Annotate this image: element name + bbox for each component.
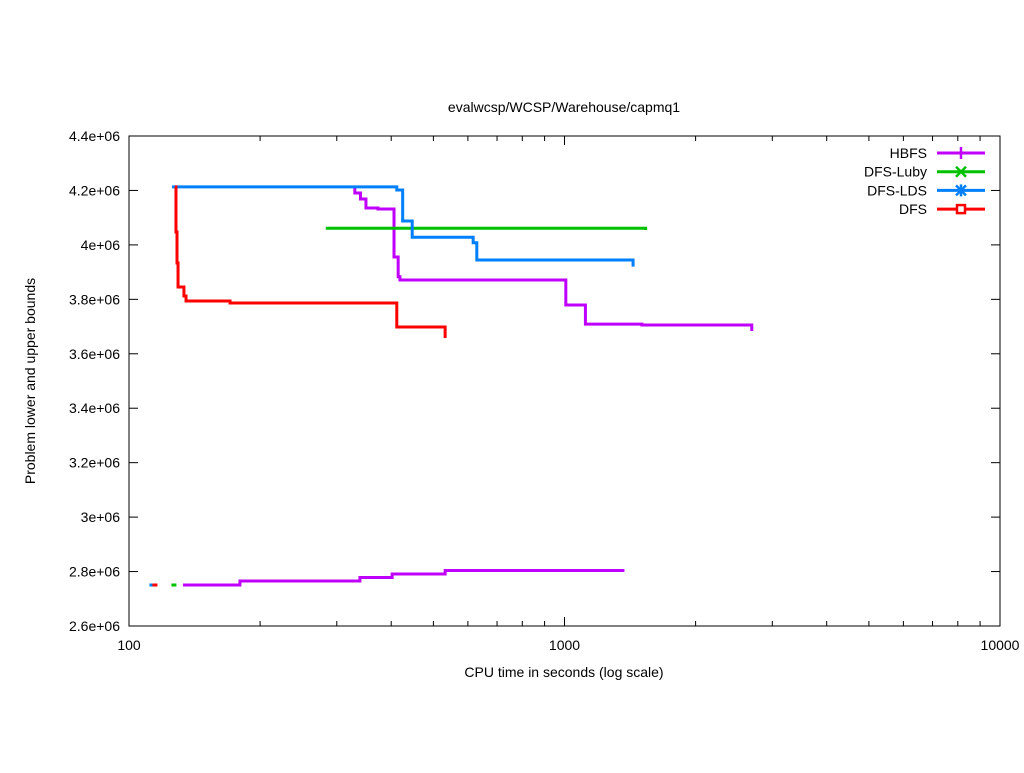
legend-marker-cross-icon xyxy=(955,165,967,178)
series-point xyxy=(152,583,158,587)
y-tick-label: 3.2e+06 xyxy=(69,455,120,471)
y-tick-label: 3.6e+06 xyxy=(69,346,120,362)
marker-part xyxy=(955,203,967,215)
legend-label: DFS xyxy=(899,201,927,217)
legend: HBFS DFS-Luby DFS-LDS DFS xyxy=(864,145,985,217)
y-tick-label: 4.4e+06 xyxy=(69,128,120,144)
y-tick-label: 3.8e+06 xyxy=(69,291,120,307)
x-axis-label: CPU time in seconds (log scale) xyxy=(464,664,663,680)
legend-label: DFS-LDS xyxy=(867,182,927,198)
y-axis-label: Problem lower and upper bounds xyxy=(22,278,38,484)
series-point xyxy=(171,583,177,587)
y-tick-label: 4e+06 xyxy=(81,237,121,253)
y-tick-label: 4.2e+06 xyxy=(69,182,120,198)
chart-title: evalwcsp/WCSP/Warehouse/capmq1 xyxy=(448,99,680,115)
y-tick-label: 2.6e+06 xyxy=(69,618,120,634)
series-line-dfs-luby xyxy=(325,226,648,230)
legend-label: DFS-Luby xyxy=(864,164,927,180)
series-line-hbfs xyxy=(182,568,625,587)
plot-area xyxy=(149,185,754,587)
series-line-dfs xyxy=(174,185,447,338)
legend-marker-star-icon xyxy=(955,184,967,197)
series-point xyxy=(149,583,155,587)
x-tick-label: 1000 xyxy=(549,637,580,653)
x-tick-label: 10000 xyxy=(981,637,1020,653)
series-line-dfs-lds xyxy=(171,185,635,267)
x-tick-label: 100 xyxy=(117,637,141,653)
y-tick-label: 3.4e+06 xyxy=(69,400,120,416)
plot-border xyxy=(128,135,1001,627)
axes: 2.6e+06 2.8e+06 3e+06 3.2e+06 3.4e+06 3.6e+06… xyxy=(69,128,1020,653)
legend-marker-square-icon xyxy=(955,203,967,215)
legend-label: HBFS xyxy=(890,145,927,161)
marker-part xyxy=(955,165,967,178)
y-tick-label: 3e+06 xyxy=(81,509,121,525)
y-tick-label: 2.8e+06 xyxy=(69,564,120,580)
series-line-hbfs xyxy=(353,186,754,331)
